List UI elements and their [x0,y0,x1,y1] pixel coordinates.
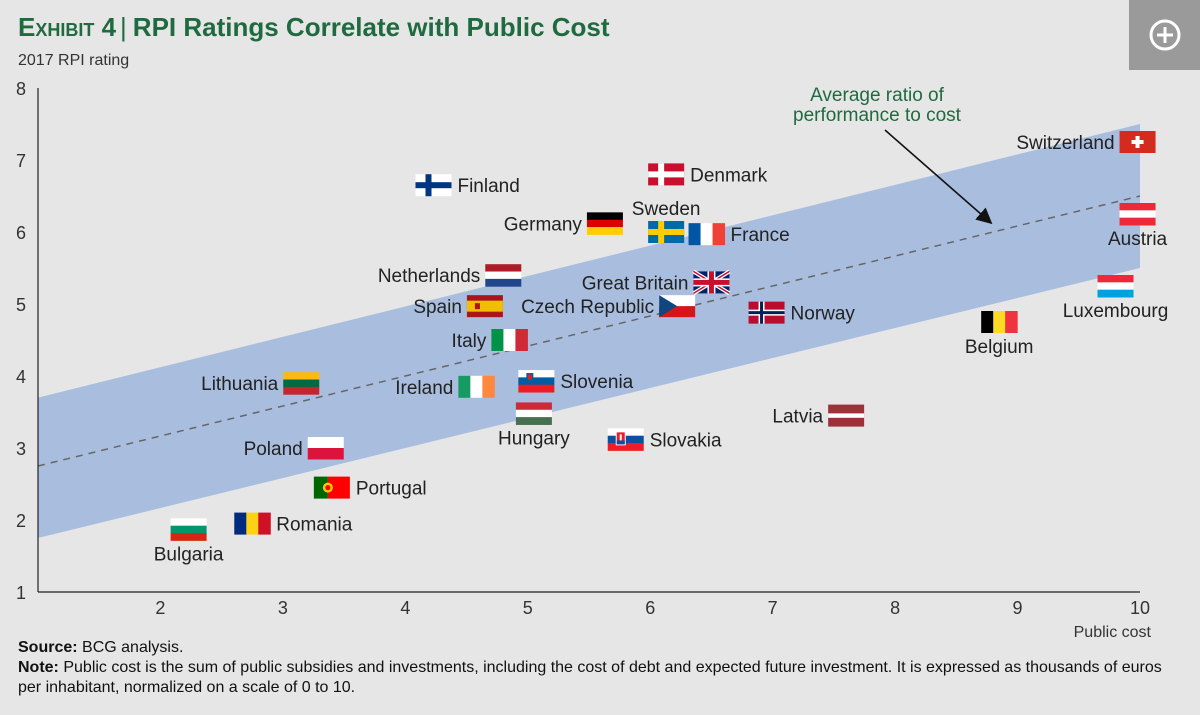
x-tick-label: 3 [278,598,288,618]
point-label-france: France [731,225,790,246]
flag-austria-icon [1119,203,1156,226]
point-label-poland: Poland [244,439,303,460]
point-label-germany: Germany [504,214,583,235]
point-label-netherlands: Netherlands [378,266,480,287]
x-tick-label: 10 [1130,598,1150,618]
point-label-norway: Norway [791,304,856,325]
flag-slovenia-icon [518,370,555,393]
flag-belgium-icon [981,311,1018,333]
flag-latvia-icon [828,404,865,427]
point-label-bulgaria: Bulgaria [154,544,224,565]
y-axis-label: 2017 RPI rating [18,52,130,69]
flag-italy-icon [491,329,528,351]
flag-czech-icon [659,295,696,318]
point-label-italy: Italy [452,331,487,352]
note-label: Note: [18,659,59,676]
x-axis-label: Public cost [1074,624,1152,640]
point-label-czech-republic: Czech Republic [521,297,654,318]
exhibit-label: Exhibit 4 [18,12,117,42]
annotation-text-line2: performance to cost [793,105,962,126]
point-label-ireland: Ireland [395,378,453,399]
flag-uk-icon [692,269,731,296]
flag-germany-icon [586,212,623,235]
chart-title-text: RPI Ratings Correlate with Public Cost [132,12,610,42]
flag-ireland-icon [458,375,495,398]
flag-france-icon [688,223,726,246]
performance-band [38,124,1140,538]
x-tick-label: 5 [523,598,533,618]
source-text: BCG analysis. [82,639,184,656]
point-label-portugal: Portugal [356,479,427,500]
flag-sweden-icon [648,221,685,243]
x-tick-label: 6 [645,598,655,618]
flag-norway-icon [748,301,785,324]
source-label: Source: [18,639,78,656]
note-line: Note: Public cost is the sum of public s… [18,658,1188,698]
flag-switzerland-icon [1119,131,1156,153]
point-label-denmark: Denmark [690,165,768,186]
flag-slovakia-icon [607,428,644,451]
flag-spain-icon [466,295,503,318]
flag-portugal-icon [313,476,350,499]
point-label-great-britain: Great Britain [582,273,689,294]
flag-netherlands-icon [485,264,522,287]
point-label-slovenia: Slovenia [560,372,633,393]
flag-lithuania-icon [283,372,320,395]
flag-finland-icon [415,174,452,197]
source-line: Source: BCG analysis. [18,638,1188,658]
scatter-chart: 1 2 3 4 5 6 7 8 2 3 4 5 6 7 8 9 10 Public cost Average rat… [16,79,1169,640]
y-tick-label: 5 [16,295,26,315]
y-tick-label: 2 [16,511,26,531]
x-tick-label: 8 [890,598,900,618]
flag-poland-icon [307,437,344,460]
x-tick-label: 7 [768,598,778,618]
annotation-text-line1: Average ratio of [810,85,945,106]
flag-luxembourg-icon [1097,275,1134,298]
point-label-luxembourg: Luxembourg [1063,301,1169,322]
flag-denmark-icon [648,163,685,186]
point-label-romania: Romania [276,515,352,536]
x-tick-label: 9 [1013,598,1023,618]
point-label-lithuania: Lithuania [201,374,279,395]
y-tick-label: 4 [16,367,26,387]
x-tick-label: 2 [155,598,165,618]
point-label-finland: Finland [457,176,519,197]
y-tick-label: 8 [16,79,26,99]
title-separator: | [120,12,127,42]
y-tick-label: 1 [16,583,26,603]
y-tick-label: 7 [16,151,26,171]
flag-bulgaria-icon [170,518,207,541]
flag-hungary-icon [515,402,552,425]
point-label-belgium: Belgium [965,337,1034,358]
point-label-latvia: Latvia [772,407,823,428]
point-label-spain: Spain [413,297,462,318]
point-label-slovakia: Slovakia [650,430,722,451]
expand-button[interactable] [1129,0,1200,70]
plus-circle-icon [1149,19,1180,51]
flag-romania-icon [234,512,271,535]
point-label-switzerland: Switzerland [1016,133,1114,154]
y-tick-label: 3 [16,439,26,459]
footer: Source: BCG analysis. Note: Public cost … [18,638,1188,698]
point-label-austria: Austria [1108,229,1168,250]
x-tick-label: 4 [400,598,410,618]
point-label-sweden: Sweden [632,199,701,220]
note-text: Public cost is the sum of public subsidi… [18,659,1162,696]
annotation-arrow [884,129,993,225]
point-label-hungary: Hungary [498,428,570,449]
y-tick-label: 6 [16,223,26,243]
chart-title: Exhibit 4 | RPI Ratings Correlate with Pub… [18,12,610,43]
